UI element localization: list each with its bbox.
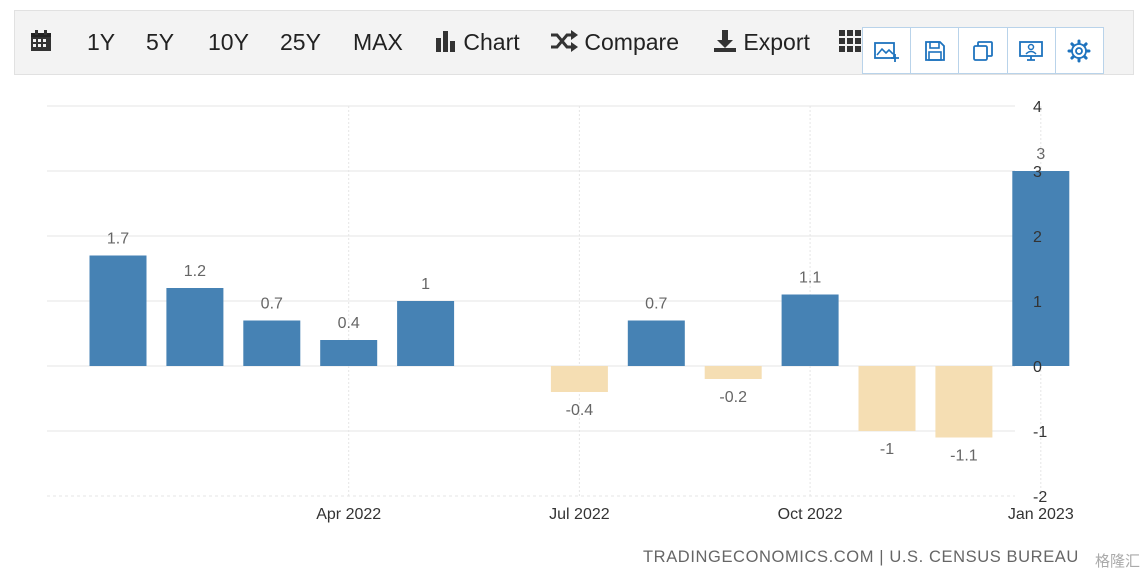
y-tick-label: 2 [1033, 229, 1042, 246]
bar[interactable] [397, 301, 455, 366]
bar[interactable] [704, 366, 762, 379]
data-label: -1 [880, 441, 894, 458]
grid-icon[interactable] [839, 11, 861, 74]
x-tick-label: Apr 2022 [316, 506, 381, 523]
bar[interactable] [89, 255, 147, 367]
copy-icon [973, 40, 993, 61]
export-label: Export [743, 29, 810, 55]
bar[interactable] [627, 320, 685, 367]
data-label: 1.2 [184, 263, 206, 280]
chart-type-button[interactable]: Chart [435, 11, 520, 74]
data-label: 3 [1036, 146, 1045, 163]
bar[interactable] [320, 340, 378, 366]
embed-button[interactable] [1008, 28, 1056, 73]
bar[interactable] [1012, 171, 1070, 366]
download-icon [714, 29, 736, 52]
x-tick-label: Jul 2022 [549, 506, 610, 523]
export-button[interactable]: Export [713, 11, 810, 74]
bar[interactable] [781, 294, 839, 367]
y-axis: 4 3 2 1 0 -1 -2 [1033, 99, 1047, 506]
bars [89, 171, 1070, 438]
data-label: 0.4 [338, 315, 360, 332]
image-add-button[interactable] [863, 28, 912, 73]
watermark: 格隆汇 [1094, 553, 1140, 570]
compare-button[interactable]: Compare [550, 11, 679, 74]
chart-tools-panel [862, 27, 1104, 74]
image-add-icon [873, 41, 899, 62]
x-axis: Apr 2022 Jul 2022 Oct 2022 Jan 2023 [316, 506, 1074, 523]
compare-label: Compare [584, 29, 679, 55]
data-label: 1.1 [799, 270, 821, 287]
bar[interactable] [166, 288, 224, 366]
save-icon [924, 40, 945, 61]
x-tick-label: Jan 2023 [1008, 506, 1074, 523]
y-tick-label: 3 [1033, 164, 1042, 181]
shuffle-icon [551, 29, 578, 52]
data-label: -0.4 [566, 402, 594, 419]
data-label: 1 [421, 276, 430, 293]
bar[interactable] [935, 366, 993, 438]
data-label: 0.7 [645, 296, 667, 313]
data-labels: 1.7 1.2 0.7 0.4 1 -0.4 0.7 -0.2 1.1 -1 -1.1 3 [107, 146, 1045, 465]
copy-button[interactable] [959, 28, 1008, 73]
settings-button[interactable] [1056, 28, 1103, 73]
range-10y-button[interactable]: 10Y [208, 29, 249, 55]
range-25y-button[interactable]: 25Y [280, 29, 321, 55]
save-button[interactable] [911, 28, 960, 73]
bar[interactable] [858, 366, 916, 431]
y-tick-label: -2 [1033, 489, 1047, 506]
data-label: -0.2 [719, 389, 747, 406]
data-label: 1.7 [107, 231, 129, 248]
y-tick-label: 0 [1033, 359, 1042, 376]
x-tick-label: Oct 2022 [778, 506, 843, 523]
calendar-icon[interactable] [29, 11, 53, 74]
y-tick-label: 4 [1033, 99, 1042, 116]
bar[interactable] [550, 366, 608, 392]
y-tick-label: -1 [1033, 424, 1047, 441]
range-5y-button[interactable]: 5Y [146, 29, 175, 55]
range-1y-button[interactable]: 1Y [87, 29, 116, 55]
source-credit: TRADINGECONOMICS.COM | U.S. CENSUS BUREA… [643, 548, 1079, 566]
bar-chart-icon [436, 30, 455, 52]
bar[interactable] [243, 320, 301, 367]
chart-type-label: Chart [463, 29, 520, 55]
gear-icon [1067, 39, 1091, 62]
data-label: 0.7 [261, 296, 283, 313]
data-label: -1.1 [950, 448, 978, 465]
embed-icon [1019, 40, 1044, 61]
y-tick-label: 1 [1033, 294, 1042, 311]
range-max-button[interactable]: MAX [353, 29, 403, 55]
